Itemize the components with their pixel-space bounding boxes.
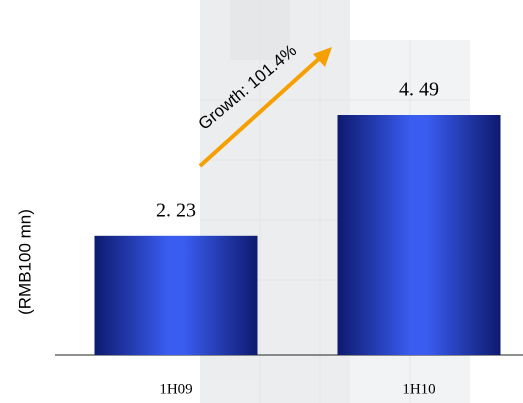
growth-arrow: [198, 54, 324, 168]
bar: [337, 115, 501, 355]
x-tick-label: 1H09: [159, 381, 192, 397]
value-label: 4. 49: [399, 79, 439, 101]
y-axis-label: (RMB100 mn): [15, 209, 34, 315]
x-tick-label: 1H10: [402, 381, 435, 397]
arrow-head: [313, 47, 332, 67]
value-label: 2. 23: [156, 199, 196, 221]
bar: [94, 235, 258, 355]
